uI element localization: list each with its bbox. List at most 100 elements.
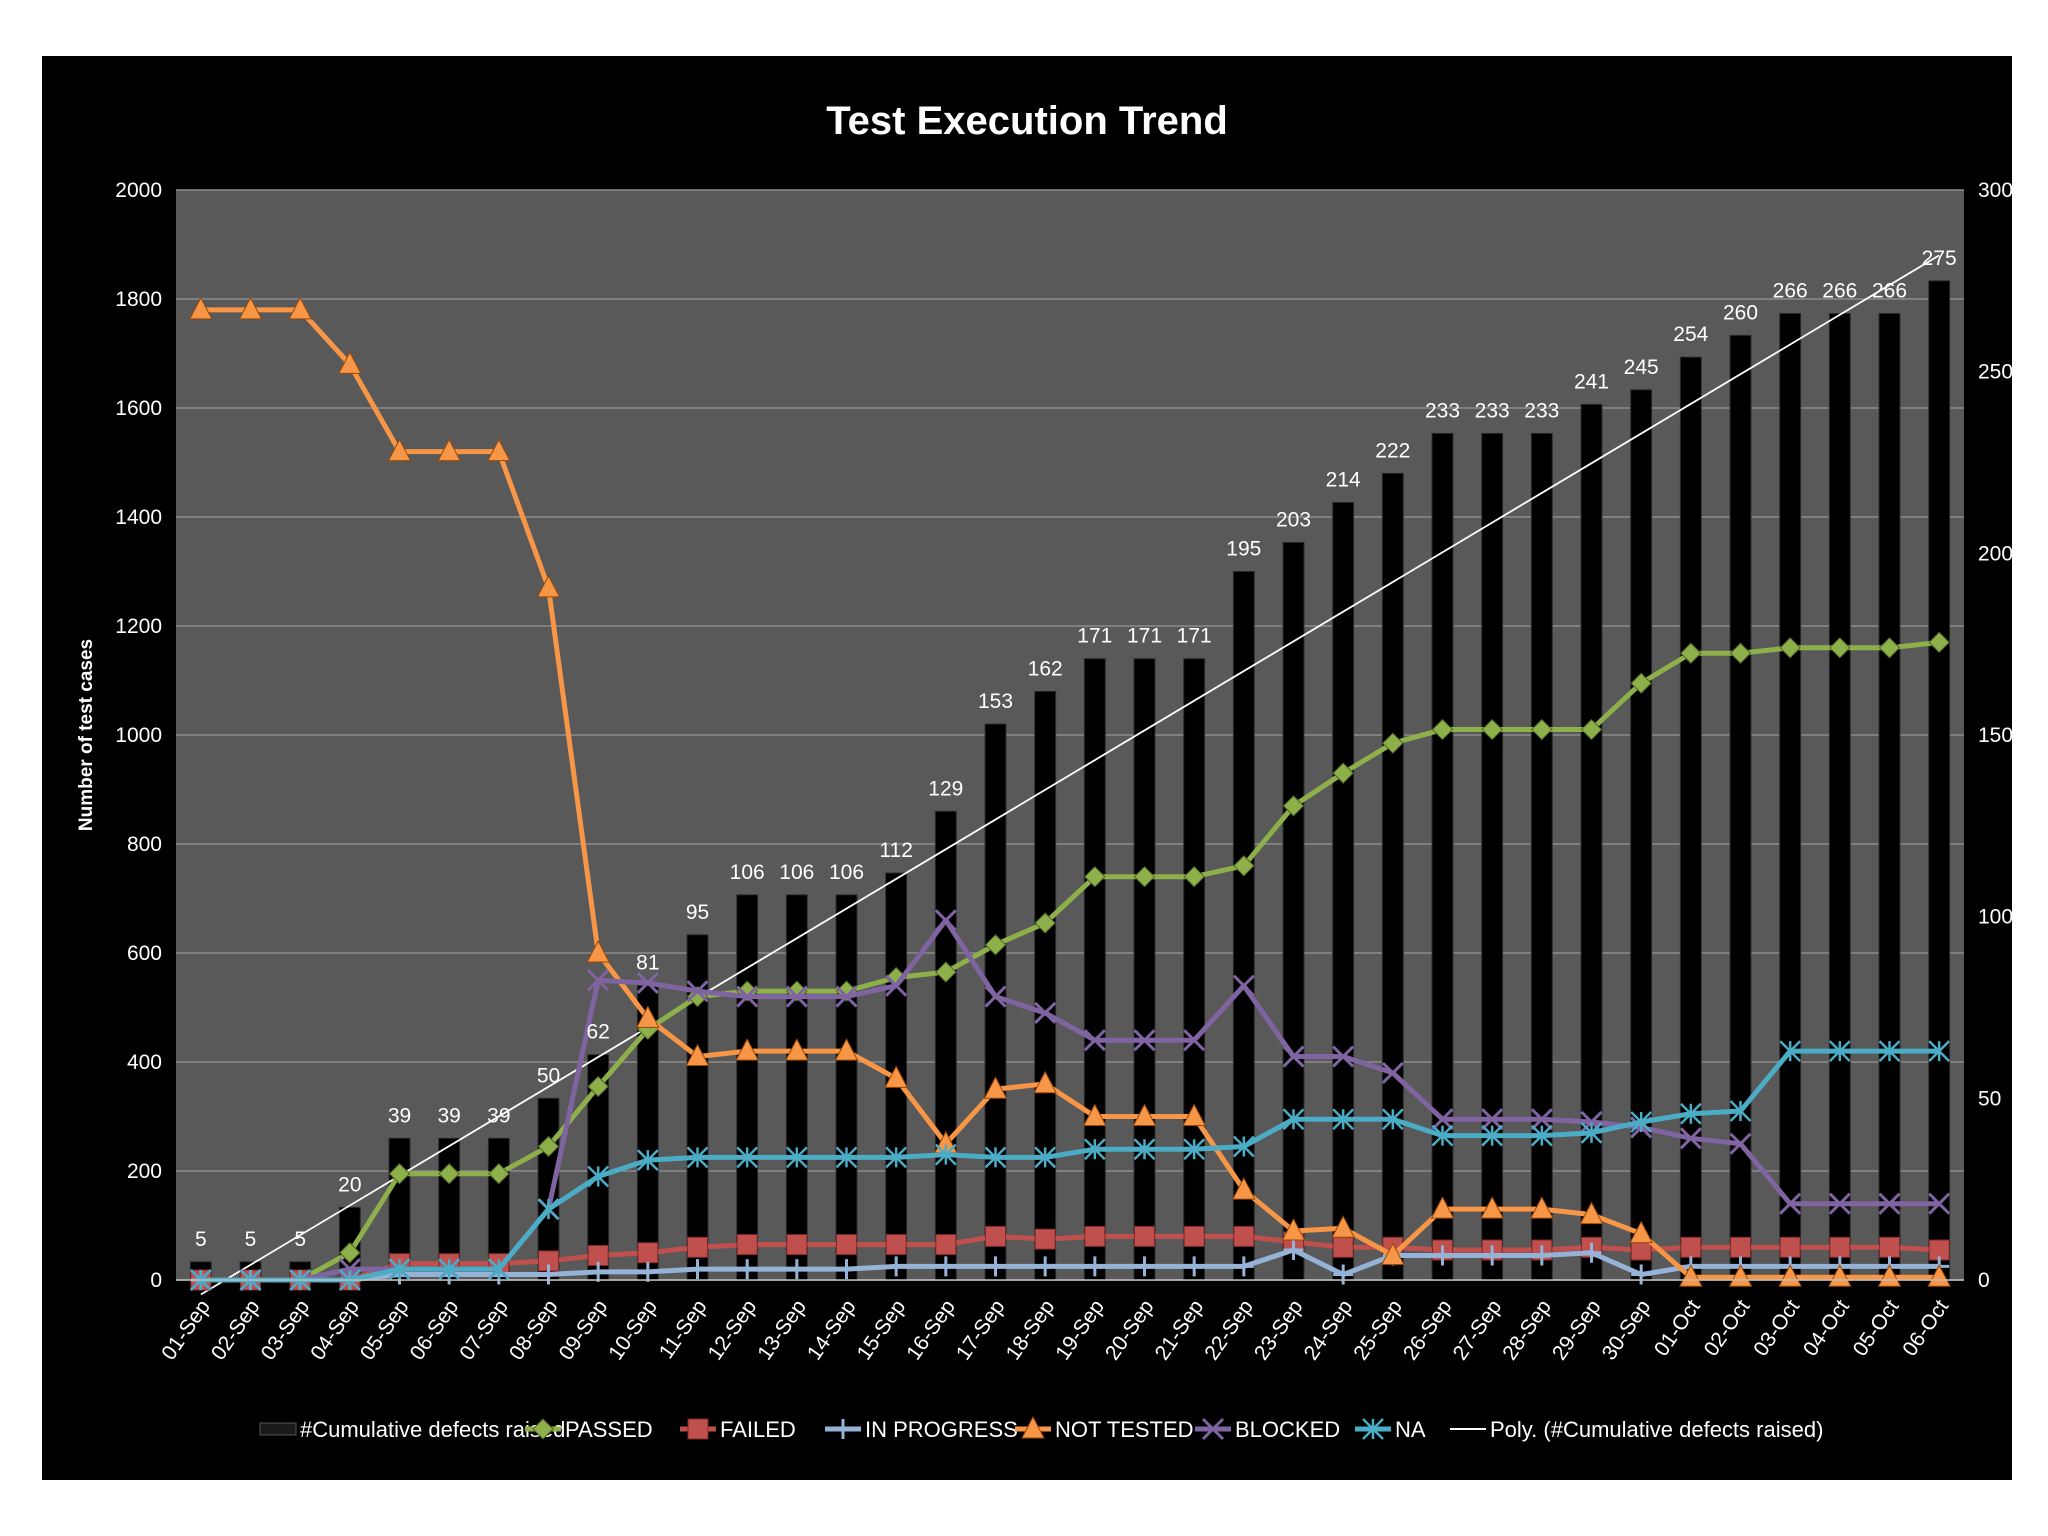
not-tested-point <box>1331 1215 1355 1238</box>
blocked-point <box>885 974 908 997</box>
x-tick-label: 16-Sep <box>902 1296 960 1365</box>
not-tested-point <box>1828 1264 1852 1287</box>
not-tested-point <box>1083 1103 1107 1126</box>
defect-bar-label: 20 <box>338 1173 361 1196</box>
not-tested-point <box>288 296 312 320</box>
y-tick-label: 600 <box>127 942 162 965</box>
passed-point <box>984 934 1007 956</box>
passed-point <box>1481 718 1503 741</box>
not-tested-point <box>983 1076 1008 1099</box>
y-tick-label: 1000 <box>115 724 162 747</box>
na-point <box>885 1146 908 1169</box>
na-point <box>1381 1108 1404 1131</box>
not-tested-point <box>1480 1196 1504 1219</box>
defect-bar <box>1133 658 1156 1281</box>
failed-point <box>1879 1236 1900 1258</box>
blocked-point <box>1431 1108 1454 1131</box>
legend-marker <box>833 1419 853 1439</box>
in-progress-point <box>836 1259 857 1280</box>
in-progress-point <box>1581 1242 1602 1263</box>
blocked-point <box>1928 1192 1951 1215</box>
x-tick-label: 11-Sep <box>655 1296 712 1363</box>
na-point <box>1928 1040 1951 1062</box>
passed-point <box>1580 718 1603 741</box>
not-tested-point <box>636 1005 660 1028</box>
not-tested-point <box>387 438 412 462</box>
not-tested-point <box>1877 1264 1902 1287</box>
passed-point <box>1431 718 1454 741</box>
in-progress-point <box>985 1256 1006 1277</box>
in-progress-point <box>886 1256 907 1277</box>
x-tick-label: 01-Oct <box>1650 1296 1705 1361</box>
series-line-na <box>200 1048 1940 1283</box>
not-tested-point <box>1579 1201 1604 1225</box>
x-tick-label: 06-Sep <box>406 1296 464 1365</box>
defect-bar-label: 153 <box>978 690 1013 713</box>
not-tested-point <box>1530 1196 1554 1219</box>
passed-point <box>388 1163 411 1185</box>
defect-bar <box>934 810 957 1281</box>
passed-point <box>438 1163 460 1185</box>
x-tick-label: 21-Sep <box>1151 1296 1209 1365</box>
not-tested-point <box>834 1038 859 1061</box>
failed-point <box>786 1234 808 1256</box>
failed-point <box>836 1234 857 1256</box>
y-tick-label: 400 <box>127 1051 162 1074</box>
x-tick-label: 30-Sep <box>1598 1296 1656 1365</box>
y-tick-label: 2000 <box>115 179 162 202</box>
x-tick-label: 22-Sep <box>1200 1296 1258 1365</box>
defect-bar-label: 5 <box>245 1228 257 1251</box>
blocked-point <box>1779 1192 1802 1215</box>
defect-bar-label: 39 <box>437 1104 460 1127</box>
passed-point <box>1729 642 1752 664</box>
legend-marker <box>532 1418 554 1440</box>
legend-marker <box>1021 1415 1045 1439</box>
na-point <box>1779 1040 1802 1062</box>
blocked-point <box>1828 1192 1851 1215</box>
failed-point <box>1233 1225 1255 1247</box>
defect-bar <box>1431 432 1454 1281</box>
y-tick-label: 200 <box>127 1160 162 1183</box>
passed-point <box>1382 732 1404 754</box>
na-point <box>1481 1124 1504 1147</box>
y-axis-label: Number of test cases <box>76 639 97 831</box>
in-progress-point <box>786 1259 807 1280</box>
y2-tick-label: 50 <box>1978 1087 2001 1110</box>
passed-point <box>339 1242 361 1264</box>
defect-bar-label: 254 <box>1673 323 1708 346</box>
not-tested-point <box>1430 1196 1455 1219</box>
na-point <box>1630 1111 1653 1133</box>
not-tested-point <box>1232 1176 1256 1200</box>
legend-swatch <box>259 1422 297 1436</box>
defect-bar-label: 203 <box>1276 508 1311 531</box>
x-tick-label: 20-Sep <box>1101 1296 1159 1365</box>
passed-point <box>537 1135 560 1158</box>
passed-point <box>1332 762 1354 784</box>
defect-bar <box>1828 313 1851 1281</box>
failed-point <box>1332 1236 1354 1258</box>
defect-bar <box>1232 571 1255 1281</box>
chart-title: Test Execution Trend <box>826 99 1228 143</box>
not-tested-point <box>586 939 610 963</box>
na-point <box>537 1198 560 1221</box>
blocked-point <box>338 1258 361 1281</box>
passed-point <box>1531 718 1553 741</box>
defect-bar <box>1034 690 1057 1281</box>
not-tested-point <box>1381 1242 1405 1265</box>
passed-point <box>1183 865 1205 888</box>
y-tick-label: 0 <box>150 1269 162 1292</box>
blocked-point <box>1034 1001 1057 1025</box>
in-progress-point <box>935 1256 956 1277</box>
defect-bar-label: 39 <box>388 1104 411 1127</box>
failed-point <box>637 1242 659 1264</box>
defect-bar <box>1083 658 1106 1281</box>
legend-item-not-tested: NOT TESTED <box>1015 1415 1194 1442</box>
na-point <box>1580 1121 1603 1144</box>
legend-item-poly-cumulative-defects-raised: Poly. (#Cumulative defects raised) <box>1450 1417 1823 1442</box>
defect-bar-label: 62 <box>586 1021 609 1044</box>
legend-label: PASSED <box>565 1417 653 1442</box>
y-tick-label: 1400 <box>115 506 162 529</box>
blocked-point <box>1679 1127 1702 1150</box>
passed-point <box>1233 855 1255 877</box>
x-tick-label: 03-Oct <box>1749 1296 1804 1361</box>
